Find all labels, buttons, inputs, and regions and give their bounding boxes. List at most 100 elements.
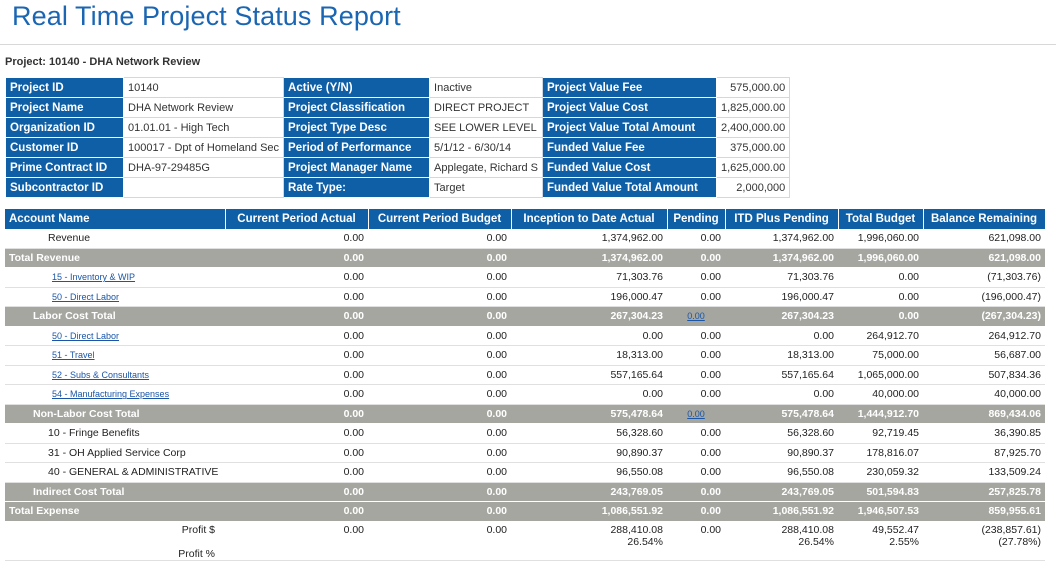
info-row: Project Name DHA Network Review Project Cl… <box>5 97 791 118</box>
pend-cell: 0.00 <box>667 384 725 405</box>
account-name: Labor Cost Total <box>5 306 225 327</box>
tb-cell: 1,946,507.53 <box>838 501 923 522</box>
pending-link[interactable]: 0.00 <box>687 408 705 419</box>
itd-cell: 575,478.64 <box>511 404 667 424</box>
cost-report-table: Account Name Current Period Actual Current… <box>5 209 1046 561</box>
cpb-cell: 0.00 <box>368 482 511 502</box>
info-label: Project Manager Name <box>283 157 431 178</box>
cpb-cell: 0.00 <box>368 423 511 444</box>
account-name: 10 - Fringe Benefits <box>5 423 225 444</box>
account-name-cell: 15 - Inventory & WIP <box>5 267 225 288</box>
itdp-cell: 96,550.08 <box>725 462 838 483</box>
profit-label-line1: Profit $ <box>181 523 215 536</box>
bal-cell: 621,098.00 <box>923 248 1045 268</box>
cpa-cell: 0.00 <box>225 248 368 268</box>
info-label: Project ID <box>5 77 124 98</box>
info-label: Project Name <box>5 97 124 118</box>
info-value: 1,825,000.00 <box>715 97 791 118</box>
tb-cell: 75,000.00 <box>838 345 923 366</box>
column-header[interactable]: Account Name <box>5 209 226 229</box>
info-label: Project Value Fee <box>542 77 717 98</box>
itd-cell: 0.00 <box>511 326 667 346</box>
account-link[interactable]: 50 - Direct Labor <box>52 330 120 341</box>
page-title: Real Time Project Status Report <box>12 1 401 31</box>
column-header[interactable]: Inception to Date Actual <box>511 209 668 229</box>
tb-cell: 1,996,060.00 <box>838 229 923 249</box>
cpa-cell: 0.00 <box>225 443 368 463</box>
pending-cell: 0.00 <box>667 404 725 424</box>
info-label: Prime Contract ID <box>5 157 124 178</box>
account-link[interactable]: 52 - Subs & Consultants <box>52 369 150 380</box>
bal-cell: (196,000.47) <box>923 287 1045 307</box>
itdp-cell: 575,478.64 <box>725 404 838 424</box>
info-label: Project Type Desc <box>283 117 431 138</box>
account-name-cell: 52 - Subs & Consultants <box>5 365 225 385</box>
table-row: 54 - Manufacturing Expenses 0.00 0.00 0.00 0… <box>5 384 1045 405</box>
itdp-cell: 1,374,962.00 <box>725 229 838 249</box>
info-label: Project Value Cost <box>542 97 717 118</box>
info-label: Project Value Total Amount <box>542 117 717 138</box>
pend-cell: 0.00 <box>667 365 725 385</box>
bal-cell: (71,303.76) <box>923 267 1045 288</box>
total-row: Indirect Cost Total 0.00 0.00 243,769.05 0.0… <box>5 482 1045 502</box>
total-row: Total Expense 0.00 0.00 1,086,551.92 0.00 1,0… <box>5 501 1045 522</box>
column-header[interactable]: Total Budget <box>838 209 924 229</box>
info-value: Target <box>429 177 543 198</box>
profit-cpa: 0.00 <box>225 521 368 561</box>
profit-label: Profit $ Profit % <box>5 521 225 561</box>
itdp-cell: 0.00 <box>725 384 838 405</box>
account-link[interactable]: 51 - Travel <box>52 350 95 361</box>
itd-cell: 1,374,962.00 <box>511 229 667 249</box>
bal-cell: 36,390.85 <box>923 423 1045 444</box>
tb-cell: 0.00 <box>838 287 923 307</box>
itdp-cell: 557,165.64 <box>725 365 838 385</box>
itd-cell: 1,374,962.00 <box>511 248 667 268</box>
column-header[interactable]: ITD Plus Pending <box>725 209 839 229</box>
cpb-cell: 0.00 <box>368 287 511 307</box>
cpb-cell: 0.00 <box>368 365 511 385</box>
pend-cell: 0.00 <box>667 462 725 483</box>
bal-cell: 257,825.78 <box>923 482 1045 502</box>
info-value: 1,625,000.00 <box>715 157 791 178</box>
itdp-cell: 90,890.37 <box>725 443 838 463</box>
profit-itd-line2: 26.54% <box>627 535 663 548</box>
column-header[interactable]: Current Period Budget <box>368 209 512 229</box>
profit-tb-line2: 2.55% <box>889 535 919 548</box>
info-label: Period of Performance <box>283 137 431 158</box>
pend-cell: 0.00 <box>667 443 725 463</box>
tb-cell: 1,996,060.00 <box>838 248 923 268</box>
itd-cell: 557,165.64 <box>511 365 667 385</box>
column-header[interactable]: Current Period Actual <box>225 209 369 229</box>
cpa-cell: 0.00 <box>225 462 368 483</box>
account-name: 31 - OH Applied Service Corp <box>5 443 225 463</box>
info-value <box>122 177 285 198</box>
report-header-row: Account Name Current Period Actual Current… <box>5 209 1046 229</box>
pend-cell: 0.00 <box>667 423 725 444</box>
cpa-cell: 0.00 <box>225 501 368 522</box>
info-label: Organization ID <box>5 117 124 138</box>
column-header[interactable]: Balance Remaining <box>923 209 1046 229</box>
project-info-table: Project ID 10140 Active (Y/N) Inactive Proje… <box>5 77 791 198</box>
cpa-cell: 0.00 <box>225 306 368 327</box>
itdp-cell: 56,328.60 <box>725 423 838 444</box>
info-row: Customer ID 100017 - Dpt of Homeland Sec P… <box>5 137 791 158</box>
cpb-cell: 0.00 <box>368 384 511 405</box>
pend-cell: 0.00 <box>667 326 725 346</box>
itd-cell: 1,086,551.92 <box>511 501 667 522</box>
info-row: Project ID 10140 Active (Y/N) Inactive Proje… <box>5 77 791 98</box>
info-label: Rate Type: <box>283 177 431 198</box>
pend-cell: 0.00 <box>667 229 725 249</box>
bal-cell: 507,834.36 <box>923 365 1045 385</box>
cpb-cell: 0.00 <box>368 404 511 424</box>
cpa-cell: 0.00 <box>225 326 368 346</box>
pending-link[interactable]: 0.00 <box>687 311 705 322</box>
pend-cell: 0.00 <box>667 345 725 366</box>
account-link[interactable]: 50 - Direct Labor <box>52 291 120 302</box>
info-label: Active (Y/N) <box>283 77 431 98</box>
column-header[interactable]: Pending <box>667 209 726 229</box>
account-name: Revenue <box>5 229 225 249</box>
account-name: Non-Labor Cost Total <box>5 404 225 424</box>
account-link[interactable]: 15 - Inventory & WIP <box>52 272 136 283</box>
account-link[interactable]: 54 - Manufacturing Expenses <box>52 389 170 400</box>
profit-tb-line1: 49,552.47 <box>872 523 919 536</box>
